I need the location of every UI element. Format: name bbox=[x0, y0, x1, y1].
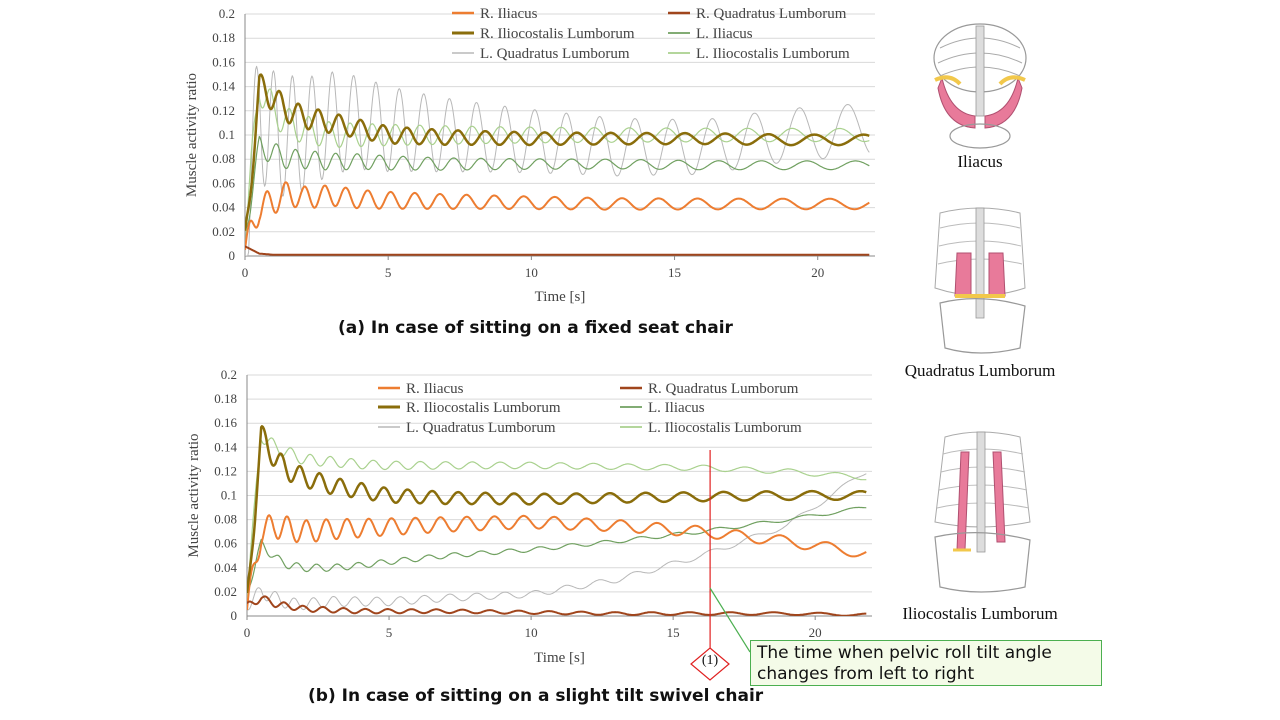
y-tick-label: 0.06 bbox=[212, 175, 235, 190]
x-tick-label: 15 bbox=[667, 625, 680, 640]
x-tick-label: 5 bbox=[386, 625, 393, 640]
chart-swivel-chair: 0 0.02 0.04 0.06 0.08 0.1 0.12 0.14 0.16 0.18 0.2 0… bbox=[186, 367, 872, 666]
quadratus-lumborum-illustration bbox=[934, 207, 1026, 354]
series-line-l-iliocostalis-lumborum bbox=[247, 437, 867, 599]
y-axis-label: Muscle activity ratio bbox=[186, 433, 202, 557]
y-tick-label: 0.14 bbox=[212, 79, 235, 94]
x-tick-label: 15 bbox=[668, 265, 681, 280]
label-quadratus-lumborum: Quadratus Lumborum bbox=[904, 361, 1056, 380]
series-line-r-quadratus-lumborum bbox=[245, 245, 870, 256]
series-line-r-iliocostalis-lumborum bbox=[245, 73, 870, 231]
x-tick-label: 10 bbox=[525, 265, 538, 280]
y-tick-label: 0.02 bbox=[212, 224, 235, 239]
event-annotation bbox=[690, 450, 751, 681]
caption-swivel-chair: (b) In case of sitting on a slight tilt … bbox=[308, 686, 764, 706]
y-tick-label: 0 bbox=[231, 608, 238, 623]
iliocostalis-lumborum-illustration bbox=[934, 431, 1031, 593]
y-tick-label: 0.04 bbox=[212, 200, 235, 215]
legend-label: R. Iliacus bbox=[406, 381, 464, 397]
event-marker-diamond bbox=[690, 647, 730, 681]
y-tick-label: 0.06 bbox=[214, 536, 237, 551]
callout-box: The time when pelvic roll tilt angle cha… bbox=[750, 640, 1102, 686]
y-tick-label: 0.2 bbox=[219, 6, 235, 21]
legend-label: L. Quadratus Lumborum bbox=[406, 420, 556, 436]
legend-label: L. Iliacus bbox=[648, 400, 705, 416]
series-line-r-iliocostalis-lumborum bbox=[247, 425, 867, 594]
series-line-l-quadratus-lumborum bbox=[247, 473, 867, 611]
legend-label: R. Iliacus bbox=[480, 6, 538, 22]
series-line-r-iliacus bbox=[245, 181, 870, 251]
series-line-r-quadratus-lumborum bbox=[247, 595, 867, 616]
y-tick-label: 0.04 bbox=[214, 560, 237, 575]
y-tick-label: 0.2 bbox=[221, 367, 237, 382]
x-tick-label: 10 bbox=[525, 625, 538, 640]
y-tick-label: 0.16 bbox=[212, 54, 235, 69]
legend-label: R. Quadratus Lumborum bbox=[648, 381, 799, 397]
series-line-l-iliocostalis-lumborum bbox=[245, 88, 870, 250]
y-tick-label: 0.02 bbox=[214, 584, 237, 599]
y-tick-label: 0.18 bbox=[212, 30, 235, 45]
y-tick-label: 0.08 bbox=[212, 151, 235, 166]
x-tick-label: 20 bbox=[809, 625, 822, 640]
legend-label: L. Iliocostalis Lumborum bbox=[696, 46, 850, 62]
caption-fixed-seat: (a) In case of sitting on a fixed seat c… bbox=[338, 318, 733, 338]
legend-label: R. Quadratus Lumborum bbox=[696, 6, 847, 22]
legend-label: L. Iliocostalis Lumborum bbox=[648, 420, 802, 436]
series-line-l-iliacus bbox=[245, 135, 870, 231]
y-tick-label: 0.08 bbox=[214, 512, 237, 527]
chart-fixed-seat: 0 0.02 0.04 0.06 0.08 0.1 0.12 0.14 0.16 0.18 0.2 0… bbox=[184, 6, 875, 305]
event-marker-label: (1) bbox=[701, 653, 719, 668]
y-tick-label: 0.1 bbox=[219, 127, 235, 142]
legend-label: R. Iliocostalis Lumborum bbox=[480, 26, 635, 42]
y-tick-label: 0.1 bbox=[221, 488, 237, 503]
series-line-l-quadratus-lumborum bbox=[245, 65, 870, 256]
iliacus-illustration bbox=[933, 23, 1027, 149]
label-iliacus: Iliacus bbox=[957, 152, 1003, 171]
x-tick-label: 0 bbox=[244, 625, 251, 640]
callout-text-line1: The time when pelvic roll tilt angle bbox=[757, 643, 1052, 663]
x-axis-label: Time [s] bbox=[535, 289, 586, 305]
y-tick-label: 0.14 bbox=[214, 439, 237, 454]
y-axis-label: Muscle activity ratio bbox=[184, 73, 200, 197]
legend-label: L. Iliacus bbox=[696, 26, 753, 42]
series-line-r-iliacus bbox=[247, 514, 867, 611]
series-line-l-iliacus bbox=[247, 506, 867, 592]
legend-label: L. Quadratus Lumborum bbox=[480, 46, 630, 62]
y-tick-label: 0.12 bbox=[214, 463, 237, 478]
y-tick-label: 0.18 bbox=[214, 391, 237, 406]
callout-connector bbox=[709, 587, 751, 653]
y-tick-label: 0.16 bbox=[214, 415, 237, 430]
x-tick-label: 0 bbox=[242, 265, 249, 280]
label-iliocostalis-lumborum: Iliocostalis Lumborum bbox=[902, 604, 1058, 623]
y-tick-label: 0 bbox=[229, 248, 236, 263]
x-tick-label: 5 bbox=[385, 265, 392, 280]
callout-text-line2: changes from left to right bbox=[757, 664, 975, 684]
legend-label: R. Iliocostalis Lumborum bbox=[406, 400, 561, 416]
x-tick-label: 20 bbox=[811, 265, 824, 280]
x-axis-label: Time [s] bbox=[534, 650, 585, 666]
y-tick-label: 0.12 bbox=[212, 103, 235, 118]
